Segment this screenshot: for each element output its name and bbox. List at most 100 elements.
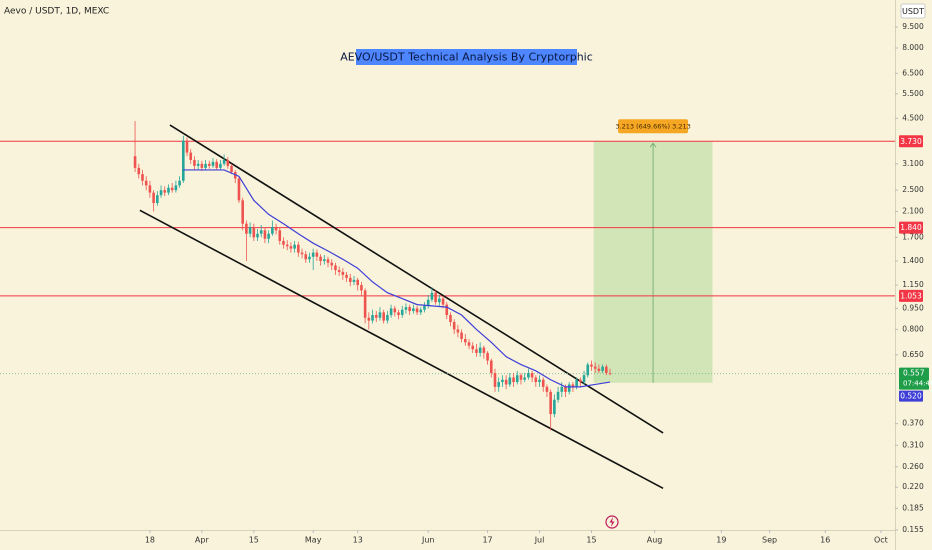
y-tick-label: 0.800 xyxy=(902,324,924,333)
candle-body xyxy=(419,309,423,313)
candle-body xyxy=(371,315,374,321)
y-tick-label: 2.100 xyxy=(902,206,924,215)
candle-body xyxy=(386,315,389,321)
candle-body xyxy=(304,254,308,260)
y-tick-label: 0.185 xyxy=(902,503,924,512)
candle-body xyxy=(586,364,590,376)
y-tick-label: 0.650 xyxy=(902,350,924,359)
y-tick-label: 2.500 xyxy=(902,185,924,194)
candle-body xyxy=(185,140,189,153)
candle-body xyxy=(560,386,564,392)
candle-body xyxy=(345,274,348,278)
currency[interactable]: USDT xyxy=(902,7,924,16)
candle-body xyxy=(426,299,430,306)
y-tick-label: 0.310 xyxy=(902,440,924,449)
title-bg xyxy=(356,49,577,65)
candle-body xyxy=(482,347,486,353)
x-tick-label: 19 xyxy=(716,536,726,545)
price-label: 0.557 xyxy=(903,369,925,378)
position-arrow xyxy=(649,142,657,148)
candle-body xyxy=(263,230,267,239)
y-tick-label: 1.150 xyxy=(902,280,924,289)
x-tick-label: 15 xyxy=(249,536,259,545)
candle-body xyxy=(579,379,582,383)
candle-body xyxy=(497,382,501,387)
candle-body xyxy=(352,279,356,282)
level-label: 1.840 xyxy=(900,223,922,232)
candle-body xyxy=(605,366,608,374)
candle-body xyxy=(274,226,278,231)
level-label-bg xyxy=(899,135,923,148)
candle-body xyxy=(360,285,363,291)
candle-body xyxy=(527,373,530,378)
y-tick-label: 1.400 xyxy=(902,256,924,265)
candle-body xyxy=(590,364,593,367)
x-tick-label: Jul xyxy=(534,536,545,545)
candle-body xyxy=(293,244,296,249)
candle-body xyxy=(449,315,452,323)
level-label: 1.053 xyxy=(900,291,922,300)
candle-body xyxy=(311,252,315,257)
candle-body xyxy=(219,163,222,168)
y-tick-label: 1.700 xyxy=(902,232,924,241)
candle-body xyxy=(601,366,604,371)
candle-body xyxy=(538,379,541,383)
position-label: 3.213 (649.66%) 3.213 xyxy=(615,122,690,130)
candle-body xyxy=(241,200,244,224)
ma-label: 0.520 xyxy=(900,392,922,401)
candle-body xyxy=(378,312,382,318)
y-tick-label: 4.500 xyxy=(902,113,924,122)
candle-body xyxy=(452,322,456,330)
candle-body xyxy=(608,373,612,374)
candle-body xyxy=(564,386,567,392)
candle-body xyxy=(456,329,460,333)
candle-body xyxy=(408,307,411,312)
price-countdown: 07:44:46 xyxy=(903,380,932,388)
y-tick-label: 6.500 xyxy=(902,68,924,77)
candle-body xyxy=(222,159,226,164)
candle-body xyxy=(297,244,300,253)
candle-body xyxy=(530,373,534,378)
candle-body xyxy=(438,298,441,303)
candle-body xyxy=(367,317,371,321)
y-tick-label: 0.220 xyxy=(902,482,924,491)
currency-box[interactable] xyxy=(900,3,926,19)
candle-body xyxy=(174,185,178,191)
moving-average xyxy=(183,169,611,388)
candle-body xyxy=(508,377,512,385)
candle-body xyxy=(515,375,519,383)
candle-body xyxy=(475,349,478,353)
candle-body xyxy=(170,187,174,191)
candle-body xyxy=(141,174,144,181)
candle-body xyxy=(334,265,337,271)
candle-body xyxy=(549,391,552,415)
candle-body xyxy=(504,379,508,385)
candle-body xyxy=(464,338,467,343)
icon-bolt[interactable] xyxy=(609,517,615,527)
candle-body xyxy=(363,290,367,318)
candle-body xyxy=(341,271,345,275)
x-tick-label: 16 xyxy=(820,536,830,545)
candle-body xyxy=(467,342,471,346)
bolt-icon[interactable] xyxy=(605,515,619,529)
candle-body xyxy=(256,233,259,238)
candle-body xyxy=(593,366,597,369)
icon-circle[interactable] xyxy=(605,515,619,529)
candle-body xyxy=(278,230,282,241)
candle-body xyxy=(534,377,538,383)
candle-body xyxy=(556,391,560,400)
candle-body xyxy=(545,386,549,392)
candle-body xyxy=(445,304,449,316)
candle-body xyxy=(501,379,504,383)
candle-body xyxy=(237,178,241,201)
level-label-bg xyxy=(899,289,923,302)
candle-body xyxy=(382,312,385,321)
position-label-bg xyxy=(618,119,689,134)
candle-body xyxy=(248,226,252,234)
candle-body xyxy=(267,233,270,239)
candle-body xyxy=(271,226,274,234)
candle-body xyxy=(519,375,523,380)
candle-body xyxy=(512,377,515,383)
candle-body xyxy=(319,256,322,262)
x-tick-label: Apr xyxy=(195,536,210,545)
